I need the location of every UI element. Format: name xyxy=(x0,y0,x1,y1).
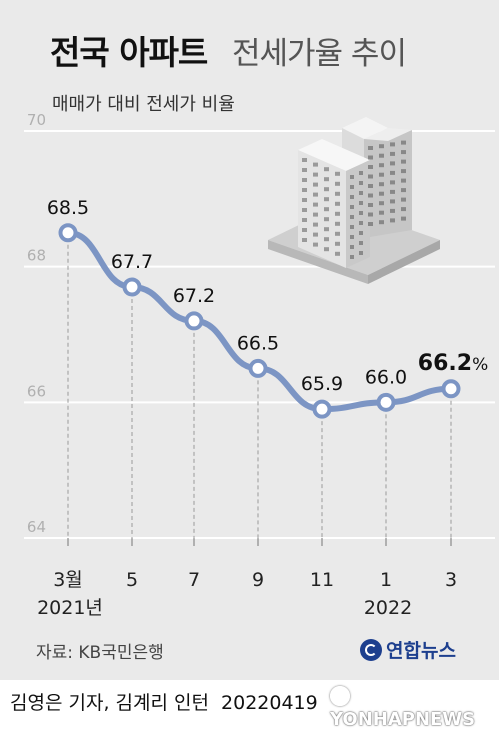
credit-authors: 김영은 기자, 김계리 인턴 xyxy=(10,692,209,714)
series-layer xyxy=(58,223,461,419)
data-label: 66.0 xyxy=(365,366,407,388)
chart-subtitle: 매매가 대비 전세가 비율 xyxy=(52,94,235,115)
data-label: 66.5 xyxy=(237,332,279,354)
data-point xyxy=(184,311,204,331)
dashed-guides xyxy=(67,244,452,546)
data-label: 66.2% xyxy=(418,351,488,376)
byline: 김영은 기자, 김계리 인턴 20220419 xyxy=(10,688,318,715)
data-label-layer: 68.5 67.7 67.2 66.5 65.9 66.0 66.2% xyxy=(47,197,488,395)
x-tick-label: 5 xyxy=(126,569,138,591)
yonhap-logo-icon xyxy=(360,638,382,661)
data-point xyxy=(312,399,332,419)
credit-date: 20220419 xyxy=(221,692,318,714)
chart-panel xyxy=(0,0,499,680)
y-tick-label: 64 xyxy=(27,518,46,536)
watermark-text: YONHAPNEWS xyxy=(330,709,476,730)
apartment-buildings-illustration xyxy=(268,117,440,284)
data-point xyxy=(58,223,78,243)
year-label: 2022 xyxy=(364,597,412,619)
x-tick-label: 1 xyxy=(380,569,392,591)
source-note: 자료: KB국민은행 xyxy=(36,643,164,663)
watermark-logo-icon xyxy=(330,686,350,706)
x-tick-label: 3 xyxy=(445,569,457,591)
data-point xyxy=(122,277,142,297)
x-tick-label: 7 xyxy=(188,569,200,591)
data-point xyxy=(248,358,268,378)
x-tick-label: 9 xyxy=(252,569,264,591)
data-point xyxy=(441,379,461,399)
chart-title: 전국 아파트 xyxy=(50,33,208,72)
agency-name: 연합뉴스 xyxy=(386,640,456,662)
unit-label: % xyxy=(472,355,488,375)
y-tick-label: 66 xyxy=(27,382,46,400)
y-tick-label: 70 xyxy=(27,111,46,129)
x-tick-label: 11 xyxy=(310,569,334,591)
data-label: 65.9 xyxy=(301,373,343,395)
data-point xyxy=(376,392,396,412)
data-label: 67.7 xyxy=(111,251,153,273)
watermark: YONHAPNEWS xyxy=(330,686,499,730)
y-tick-label: 68 xyxy=(27,247,46,265)
agency-logo: 연합뉴스 xyxy=(360,636,456,663)
chart-title-secondary: 전세가율 추이 xyxy=(232,36,407,72)
data-label: 67.2 xyxy=(173,285,215,307)
x-tick-label: 3월 xyxy=(53,569,83,591)
year-label: 2021년 xyxy=(37,597,103,619)
data-label: 68.5 xyxy=(47,197,89,219)
